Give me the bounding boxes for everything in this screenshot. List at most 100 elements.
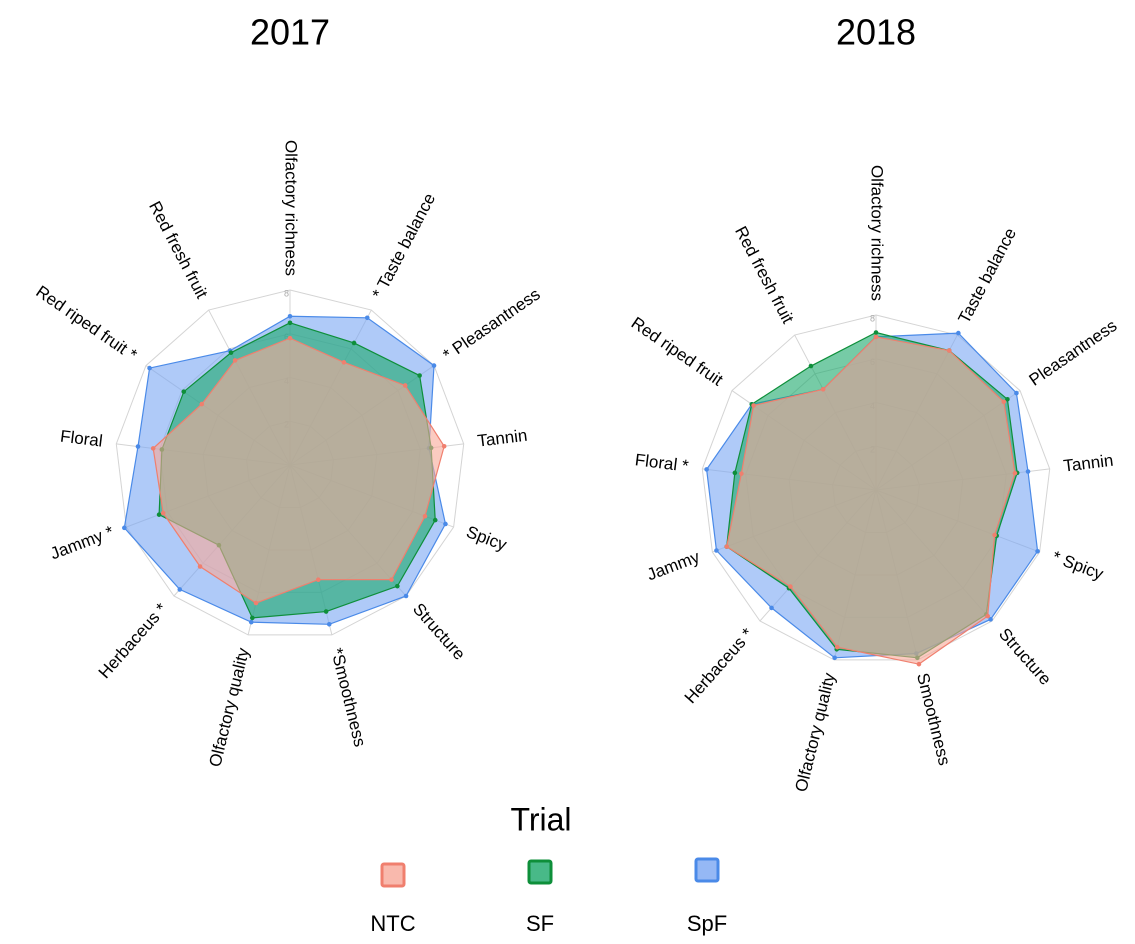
series-area — [726, 336, 1016, 665]
category-label: Olfactory richness — [868, 165, 887, 301]
category-label: Jammy — [644, 547, 702, 584]
data-point — [988, 617, 993, 622]
data-point — [389, 577, 394, 582]
legend-swatch — [527, 859, 553, 885]
category-label: Red riped fruit — [628, 313, 727, 389]
data-point — [287, 320, 293, 326]
data-point — [232, 358, 238, 363]
data-point — [160, 510, 166, 516]
category-label: Spicy — [464, 522, 510, 555]
data-point — [422, 513, 428, 519]
data-point — [403, 593, 409, 599]
data-point — [956, 330, 961, 336]
category-label: Olfactory richness — [282, 140, 301, 276]
chart-title: 2017 — [250, 12, 330, 53]
data-point — [832, 655, 837, 661]
data-point — [834, 644, 840, 650]
data-point — [788, 584, 793, 589]
data-point — [916, 661, 922, 667]
data-point — [250, 615, 255, 621]
data-point — [1005, 396, 1010, 402]
data-point — [395, 583, 400, 589]
data-point — [992, 532, 997, 538]
legend-swatch — [694, 857, 720, 883]
category-label: Tannin — [1062, 451, 1114, 476]
data-point — [417, 373, 422, 378]
data-point — [122, 525, 127, 531]
data-point — [431, 363, 437, 368]
category-label: * Spicy — [1050, 547, 1107, 584]
category-label: Taste balance — [955, 225, 1021, 327]
data-point — [135, 444, 141, 449]
grid-ring — [701, 314, 1051, 661]
category-label: Red fresh fruit — [731, 223, 798, 327]
data-point — [197, 564, 203, 569]
legend-title: Trial — [510, 801, 571, 837]
data-point — [946, 348, 952, 353]
data-point — [1014, 390, 1019, 396]
data-point — [402, 383, 408, 388]
data-point — [1001, 399, 1007, 405]
category-label: *Smoothness — [327, 646, 370, 749]
grid-ring — [115, 289, 465, 636]
data-point — [228, 350, 234, 355]
category-label: Olfactory quality — [205, 646, 253, 769]
data-point — [808, 363, 814, 369]
data-point — [287, 335, 293, 341]
data-point — [147, 365, 152, 371]
data-point — [873, 334, 879, 340]
r-tick-label: 8 — [284, 288, 289, 298]
data-point — [177, 587, 183, 592]
category-label: Herbaceus * — [95, 599, 172, 682]
r-tick-label: 8 — [870, 313, 875, 323]
data-point — [351, 340, 357, 346]
legend-label: SpF — [687, 911, 727, 936]
legend-label: SF — [526, 911, 554, 936]
category-label: Herbaceus * — [681, 624, 758, 707]
category-label: Olfactory quality — [791, 671, 839, 794]
data-point — [704, 467, 709, 472]
chart-title: 2018 — [836, 12, 916, 53]
data-point — [714, 548, 719, 553]
data-point — [315, 577, 321, 582]
category-label: Red riped fruit * — [32, 282, 140, 365]
data-point — [156, 512, 162, 517]
data-point — [364, 315, 370, 321]
data-point — [751, 403, 756, 408]
data-point — [181, 389, 187, 394]
category-label: Structure — [409, 599, 469, 663]
category-label: Pleasantness — [1026, 316, 1121, 390]
data-point — [739, 471, 744, 476]
category-label: Tannin — [476, 426, 528, 451]
data-point — [732, 470, 738, 476]
data-point — [1012, 470, 1018, 476]
data-point — [150, 446, 156, 451]
data-point — [432, 517, 438, 523]
data-point — [769, 605, 774, 611]
data-point — [323, 609, 329, 614]
data-point — [820, 386, 826, 392]
data-point — [724, 544, 729, 549]
data-point — [441, 443, 447, 449]
category-label: Smoothness — [913, 671, 954, 767]
data-point — [253, 600, 259, 606]
data-point — [287, 313, 293, 319]
series-area — [152, 337, 445, 604]
data-point — [1025, 469, 1031, 474]
legend-swatch — [380, 862, 406, 888]
data-point — [326, 621, 332, 627]
data-point — [443, 521, 448, 527]
category-label: Structure — [995, 624, 1055, 688]
category-label: Floral — [59, 427, 103, 451]
data-point — [199, 401, 205, 407]
category-label: * Pleasantness — [440, 285, 544, 365]
category-label: Floral * — [634, 450, 690, 475]
legend-label: NTC — [370, 911, 415, 936]
data-point — [248, 619, 254, 625]
data-point — [873, 330, 879, 335]
category-label: Jammy * — [48, 522, 117, 563]
data-point — [1035, 548, 1040, 554]
data-point — [341, 360, 347, 365]
category-label: Red fresh fruit — [145, 198, 212, 302]
